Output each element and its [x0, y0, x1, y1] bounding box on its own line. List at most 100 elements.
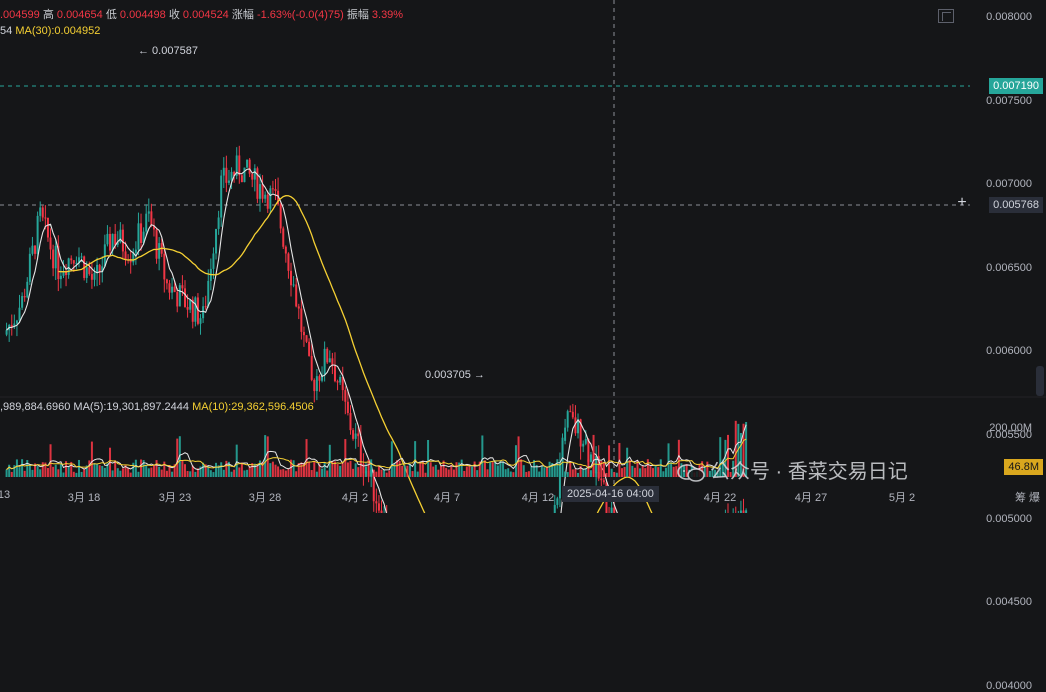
change-label: 涨幅: [231, 9, 254, 21]
volume-bar: [279, 469, 282, 477]
axis-controls[interactable]: 筹 爆: [1014, 492, 1040, 504]
volume-bar: [664, 467, 667, 477]
candle-body: [199, 318, 202, 324]
candle-body: [215, 228, 218, 254]
volume-bar: [362, 467, 365, 477]
volume-bar: [393, 463, 396, 477]
volume-bars-group: [5, 420, 748, 477]
volume-bar: [209, 470, 212, 477]
volume-bar: [26, 460, 29, 477]
volume-bar: [41, 462, 44, 477]
candle-body: [101, 266, 104, 272]
volume-bar: [189, 471, 192, 477]
candle-body: [318, 376, 321, 381]
volume-bar: [491, 462, 494, 477]
candle-body: [212, 253, 215, 269]
volume-bar: [77, 459, 80, 477]
volume-bar: [96, 464, 99, 477]
candle-body: [65, 271, 68, 276]
volume-bar: [439, 465, 442, 477]
candle-body: [739, 510, 742, 513]
ma30-value: MA(30):0.004952: [15, 25, 101, 37]
candle-body: [274, 189, 277, 191]
candle-body: [321, 374, 324, 381]
volume-bar: [566, 472, 569, 477]
volume-bar: [649, 466, 652, 477]
candle-body: [96, 264, 99, 273]
candle-body: [46, 217, 49, 238]
volume-bar: [230, 471, 233, 477]
fullscreen-icon[interactable]: [938, 9, 954, 23]
candle-body: [98, 264, 101, 272]
high-annotation: ← 0.007587: [138, 45, 198, 57]
candle-body: [354, 433, 357, 439]
volume-bar: [535, 464, 538, 477]
candle-body: [23, 296, 26, 298]
volume-bar: [140, 459, 143, 477]
candle-body: [204, 306, 207, 308]
volume-bar: [375, 471, 378, 477]
volume-bar: [672, 466, 675, 477]
candle-body: [158, 243, 161, 259]
candle-body: [181, 285, 184, 289]
volume-bar: [352, 468, 355, 477]
candle-body: [26, 281, 29, 298]
volume-bar: [721, 459, 724, 477]
volume-bar: [504, 469, 507, 477]
candle-body: [582, 443, 585, 447]
volume-bar: [520, 459, 523, 477]
candle-body: [333, 365, 336, 382]
ohlc-legend: .004599 高 0.004654 低 0.004498 收 0.004524…: [0, 6, 403, 22]
volume-bar: [168, 465, 171, 477]
candle-body: [352, 430, 355, 439]
time-axis-tick: 4月 7: [433, 492, 461, 504]
volume-bar: [354, 463, 357, 477]
ma-short-line: [6, 168, 618, 513]
volume-bar: [240, 462, 243, 477]
volume-bar: [558, 464, 561, 477]
candle-body: [54, 245, 57, 269]
volume-bar: [215, 462, 218, 477]
volume-bar: [23, 470, 26, 477]
candle-body: [106, 233, 109, 245]
volume-bar: [468, 464, 471, 477]
volume-bar: [646, 459, 649, 477]
candle-body: [150, 211, 153, 226]
candle-body: [18, 307, 21, 321]
volume-bar: [194, 471, 197, 477]
volume-bar: [173, 464, 176, 477]
volume-bar: [729, 472, 732, 477]
volume-bar: [114, 460, 117, 477]
volume-bar: [119, 470, 122, 477]
candle-body: [253, 168, 256, 180]
add-alert-icon[interactable]: +: [957, 194, 967, 211]
volume-bar: [631, 465, 634, 477]
close-label: 收: [168, 9, 180, 21]
volume-bar: [160, 469, 163, 477]
candle-body: [579, 419, 582, 447]
candle-body: [597, 456, 600, 479]
volume-bar: [582, 468, 585, 477]
volume-bar: [10, 471, 13, 477]
volume-bar: [297, 463, 300, 477]
candle-body: [34, 245, 37, 254]
volume-bar: [129, 472, 132, 477]
volume-bar: [80, 471, 83, 477]
candle-body: [235, 155, 238, 176]
time-axis-tick: 3月 28: [248, 492, 282, 504]
candle-body: [171, 286, 174, 293]
volume-bar: [574, 469, 577, 477]
scrollbar[interactable]: [1036, 366, 1044, 396]
volume-bar: [610, 468, 613, 477]
volume-bar: [471, 466, 474, 477]
candle-body: [346, 401, 349, 413]
volume-bar: [388, 470, 391, 477]
candle-body: [566, 411, 569, 428]
volume-bar: [734, 420, 737, 477]
volume-bar: [641, 465, 644, 477]
chart-canvas[interactable]: [0, 0, 1046, 513]
volume-bar: [59, 463, 62, 477]
volume-bar: [98, 465, 101, 477]
candle-body: [119, 229, 122, 243]
volume-bar: [605, 472, 608, 477]
